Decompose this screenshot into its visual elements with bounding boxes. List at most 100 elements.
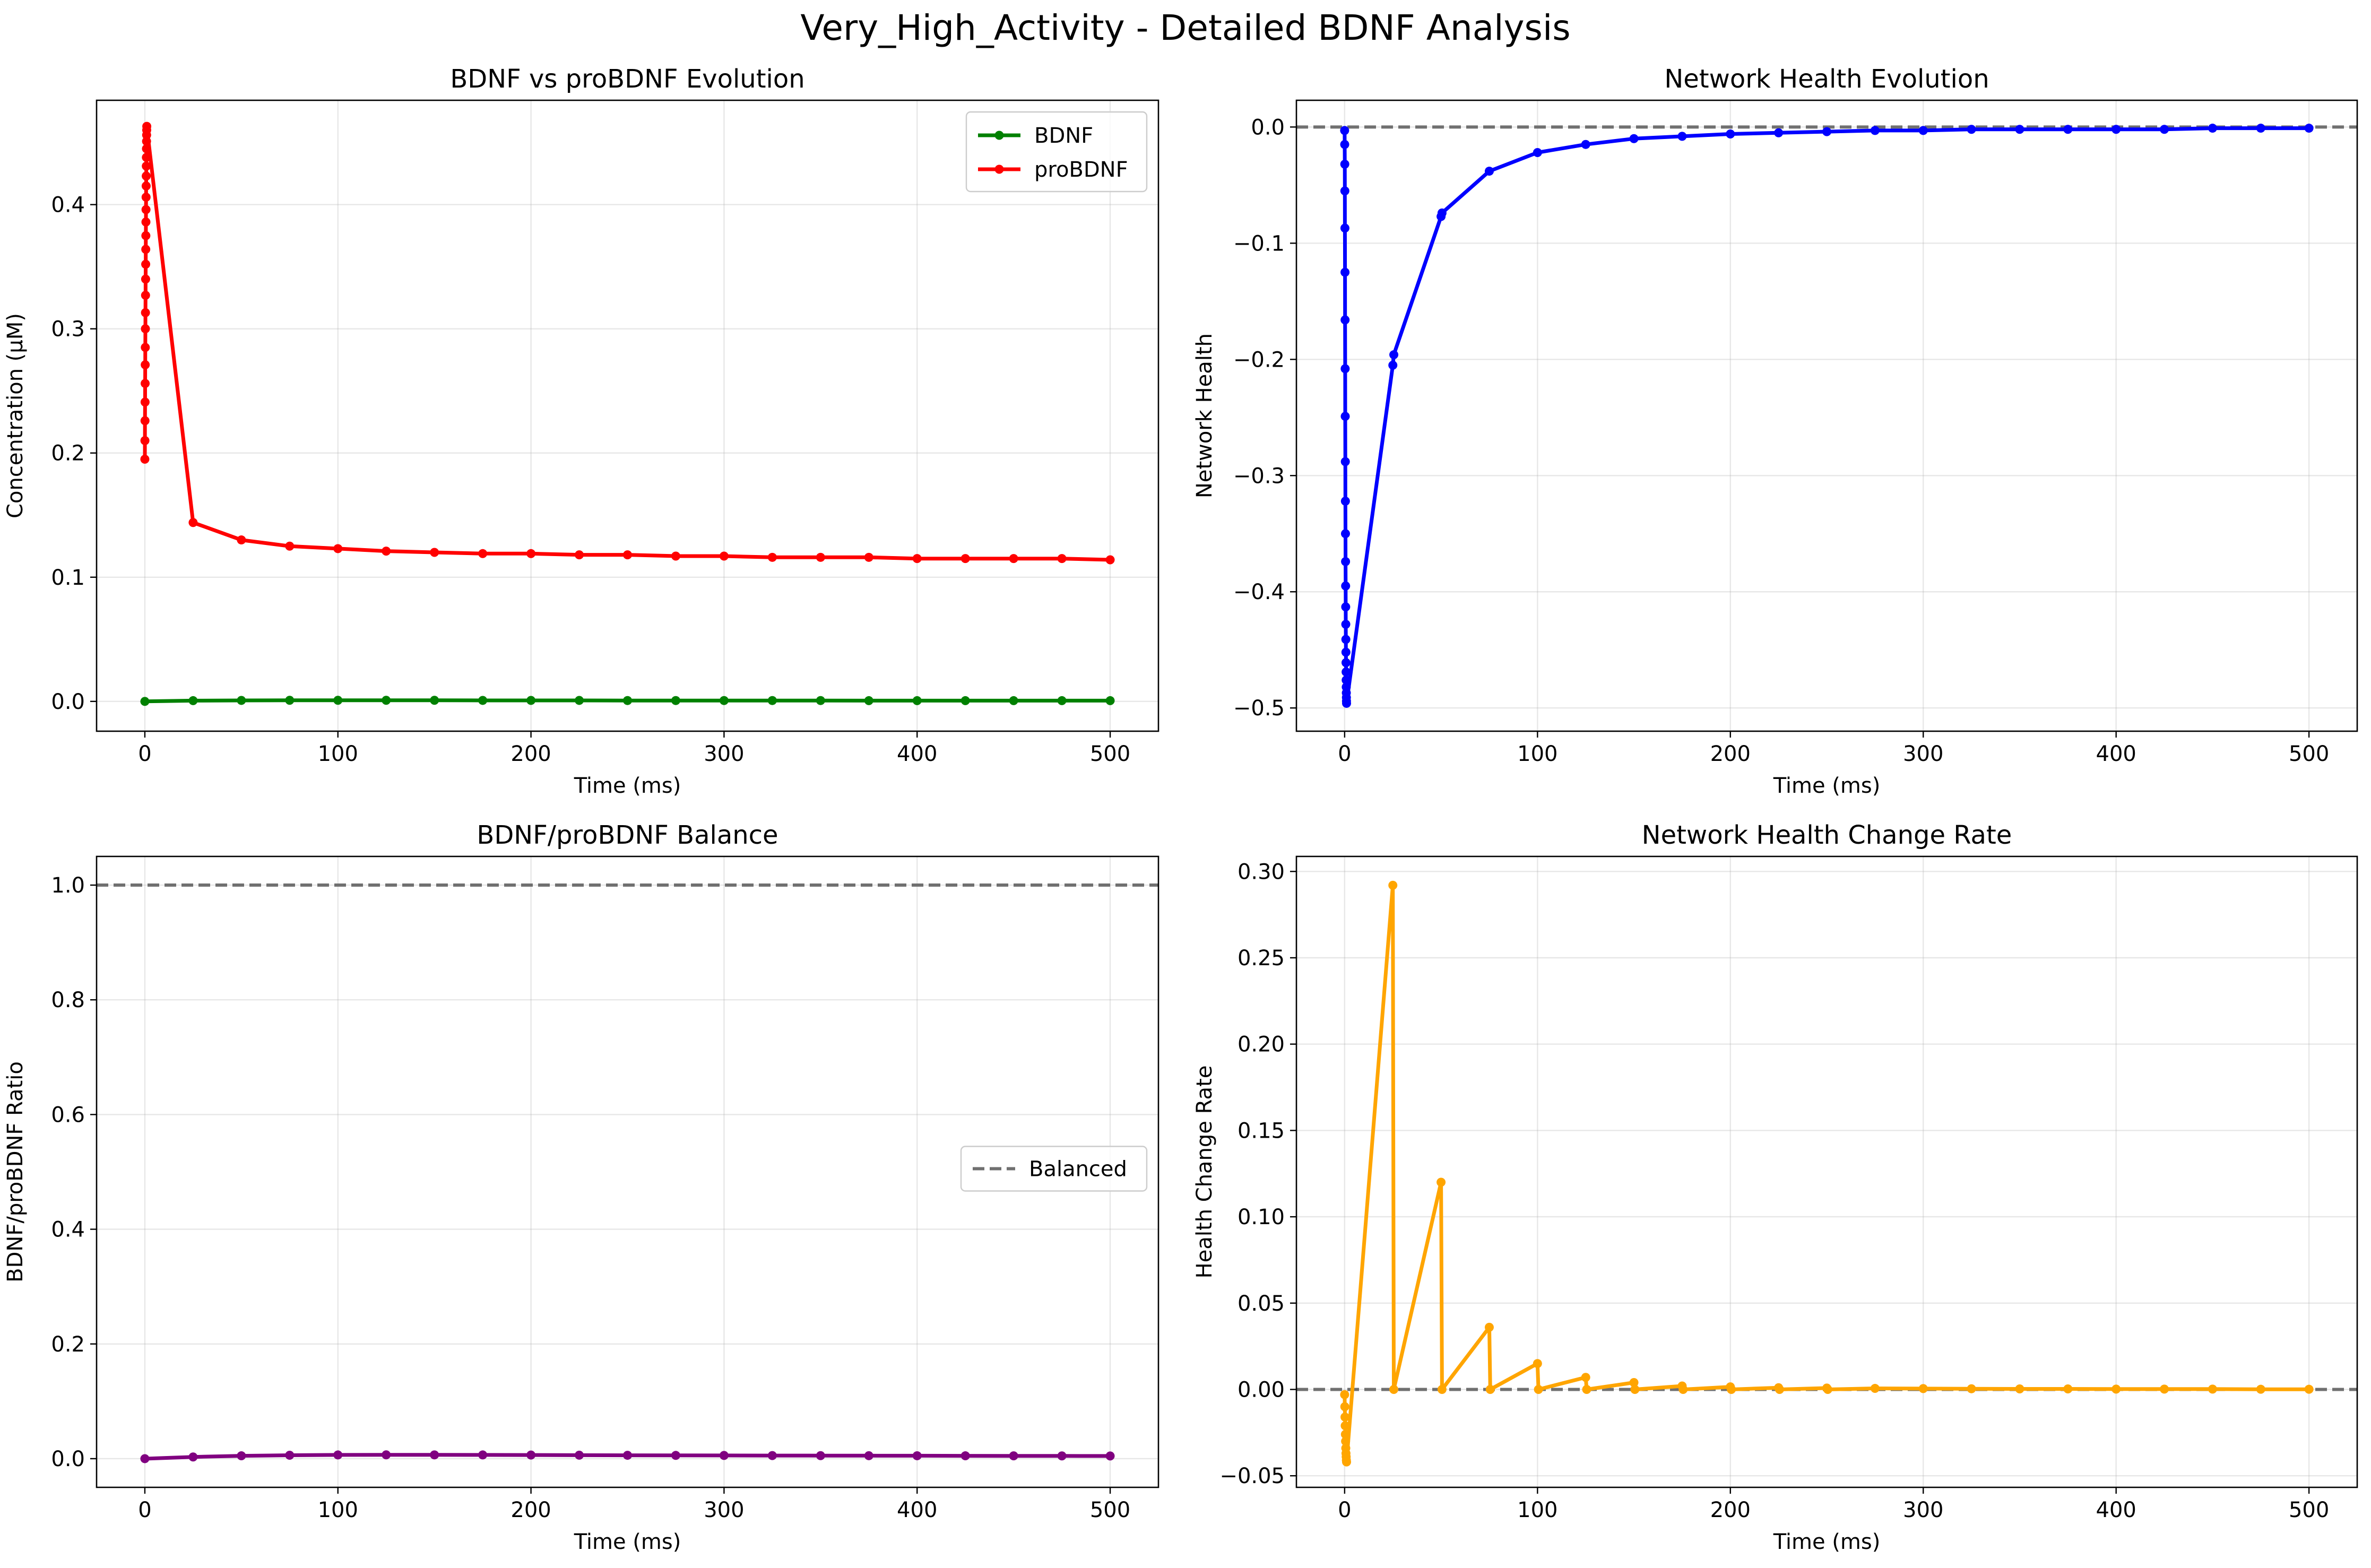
x-tick-label: 400 — [897, 1498, 937, 1522]
data-point — [1822, 127, 1831, 136]
y-tick-label: 0.1 — [51, 566, 85, 590]
data-point — [1340, 140, 1349, 149]
x-tick-label: 400 — [2096, 742, 2136, 766]
x-tick-label: 200 — [510, 1498, 551, 1522]
series-line-proBDNF — [143, 124, 1112, 562]
data-point — [1340, 529, 1350, 539]
data-point — [1918, 1384, 1928, 1393]
data-point — [526, 549, 536, 558]
y-tick-label: 0.05 — [1238, 1292, 1285, 1316]
x-axis-label: Time (ms) — [574, 774, 681, 798]
data-point — [1484, 167, 1494, 176]
x-tick-label: 400 — [2096, 1498, 2136, 1522]
y-tick-label: −0.1 — [1233, 231, 1285, 256]
y-axis-label: Concentration (μM) — [3, 313, 28, 518]
data-point — [1582, 1385, 1591, 1394]
data-point — [2304, 124, 2314, 133]
x-tick-label: 100 — [318, 742, 358, 766]
data-point — [140, 436, 150, 445]
x-tick-label: 500 — [2289, 1498, 2329, 1522]
data-point — [767, 696, 777, 705]
data-point — [1342, 667, 1351, 677]
data-point — [430, 548, 439, 557]
chart-panel-balance: 0 100 200 300 400 500 0.0 0.2 0.4 0.6 0.8 1.0 BDNF/p… — [3, 820, 1159, 1554]
data-point — [1389, 1385, 1399, 1394]
data-point — [141, 205, 151, 214]
y-tick-label: 0.20 — [1238, 1033, 1285, 1057]
data-point — [526, 1450, 536, 1460]
legend-box — [965, 111, 1148, 193]
x-tick-label: 300 — [1903, 1498, 1943, 1522]
data-point — [141, 290, 150, 300]
y-tick-label: 0.00 — [1238, 1378, 1285, 1402]
y-tick-label: 0.6 — [51, 1103, 85, 1127]
legend-label: proBDNF — [1034, 158, 1128, 182]
data-point — [142, 144, 151, 153]
x-tick-label: 500 — [1090, 1498, 1130, 1522]
data-point — [1629, 134, 1639, 143]
data-point — [1918, 126, 1928, 135]
data-point — [575, 696, 584, 705]
data-point — [1823, 1385, 1832, 1394]
x-tick-label: 0 — [1338, 742, 1351, 766]
data-point — [285, 696, 295, 705]
data-point — [1726, 129, 1735, 139]
data-point — [671, 696, 680, 705]
data-point — [142, 136, 151, 146]
y-tick-label: 0.15 — [1238, 1119, 1285, 1143]
data-point — [140, 397, 150, 407]
x-tick-label: 100 — [1517, 1498, 1557, 1522]
data-point — [237, 1451, 246, 1461]
data-point — [142, 161, 151, 171]
data-point — [140, 454, 150, 464]
data-point — [188, 518, 198, 527]
chart-title: BDNF vs proBDNF Evolution — [450, 64, 804, 94]
data-point — [141, 259, 151, 269]
axes-frame — [1295, 855, 2358, 1488]
y-tick-label: 0.8 — [51, 988, 85, 1012]
y-tick-label: −0.2 — [1233, 348, 1285, 372]
data-point — [816, 1451, 825, 1460]
data-point — [1534, 1385, 1543, 1394]
x-tick-label: 100 — [1517, 742, 1557, 766]
data-point — [141, 181, 151, 190]
y-tick-label: −0.05 — [1219, 1464, 1285, 1488]
data-point — [1437, 1177, 1446, 1187]
data-point — [1340, 267, 1350, 277]
data-point — [2015, 125, 2024, 134]
data-point — [1581, 140, 1590, 149]
data-point — [912, 554, 922, 564]
data-point — [1870, 1384, 1880, 1393]
data-point — [1342, 698, 1351, 708]
data-point — [1340, 159, 1349, 169]
y-tick-label: 0.30 — [1238, 860, 1285, 884]
data-point — [382, 1450, 391, 1460]
x-tick-label: 0 — [1338, 1498, 1351, 1522]
data-point — [141, 231, 151, 240]
figure-title: Very_High_Activity - Detailed BDNF Analy… — [800, 7, 1571, 48]
data-point — [1533, 1359, 1542, 1368]
data-point — [1009, 696, 1018, 705]
data-point — [1341, 620, 1351, 629]
chart-panel-network_health: 0 100 200 300 400 500 0.0 −0.1 −0.2 −0.3 −0.4 −0.5 N… — [1192, 64, 2358, 798]
data-point — [140, 416, 150, 426]
data-point — [1341, 635, 1351, 644]
y-tick-label: 0.4 — [51, 1218, 85, 1242]
x-tick-label: 400 — [897, 742, 937, 766]
data-point — [478, 549, 488, 558]
series-line-network_health — [1343, 126, 2311, 705]
data-point — [1105, 555, 1115, 565]
data-point — [1340, 126, 1349, 135]
data-point — [2208, 124, 2217, 133]
data-point — [1727, 1385, 1736, 1394]
x-tick-label: 0 — [138, 742, 151, 766]
y-tick-label: 0.2 — [51, 1332, 85, 1357]
data-point — [1581, 1373, 1590, 1382]
data-point — [2112, 1384, 2121, 1394]
data-point — [1341, 581, 1351, 591]
data-point — [141, 379, 150, 388]
data-point — [1484, 1322, 1494, 1332]
data-point — [1341, 647, 1351, 657]
legend: BDNF proBDNF — [965, 111, 1148, 193]
